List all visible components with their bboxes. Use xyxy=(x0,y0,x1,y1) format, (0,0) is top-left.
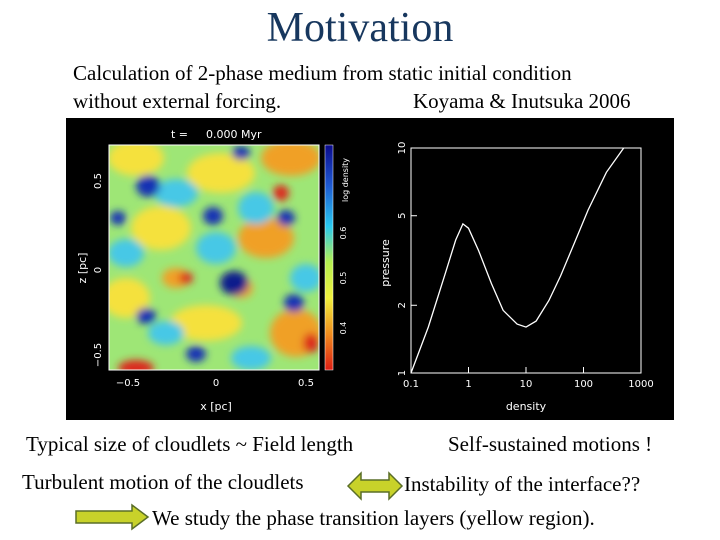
simulation-figure: t = 0.000 Myr xyxy=(66,118,674,420)
colorbar-tick-label: 0.6 xyxy=(339,227,348,240)
map-ytick-label: 0.5 xyxy=(93,173,104,189)
equilibrium-curve xyxy=(410,147,625,374)
map-xtick-label: 0.5 xyxy=(298,378,314,389)
slide-title: Motivation xyxy=(266,5,454,51)
plot-ytick-label: 2 xyxy=(397,302,408,308)
right-arrow-icon xyxy=(75,503,150,531)
intro-line-1: Calculation of 2-phase medium from stati… xyxy=(73,61,572,85)
map-xlabel: x [pc] xyxy=(200,400,232,413)
interface-instability-note: Instability of the interface?? xyxy=(404,472,641,496)
plot-xtick-label: 100 xyxy=(574,379,593,390)
self-sustained-note: Self-sustained motions ! xyxy=(448,432,653,456)
phase-diagram-frame xyxy=(410,147,642,374)
plot-ytick-label: 5 xyxy=(397,213,408,219)
plot-ylabel: pressure xyxy=(379,239,392,287)
time-label: t = xyxy=(171,128,188,141)
colorbar xyxy=(324,144,334,371)
map-ylabel: z [pc] xyxy=(76,253,89,284)
colorbar-tick-label: 0.5 xyxy=(339,272,348,285)
colorbar-label: log density xyxy=(341,158,350,202)
phase-diagram: 0.1 1 10 100 1000 10 5 2 1 xyxy=(397,142,654,390)
simulation-figure-svg: t = 0.000 Myr xyxy=(76,128,654,413)
plot-ytick-label: 10 xyxy=(397,142,408,155)
plot-xtick-label: 1 xyxy=(465,379,471,390)
citation: Koyama & Inutsuka 2006 xyxy=(413,89,631,113)
map-xtick-label: −0.5 xyxy=(116,378,140,389)
time-value: 0.000 Myr xyxy=(206,128,262,141)
map-xtick-label: 0 xyxy=(213,378,219,389)
map-ytick-label: −0.5 xyxy=(93,343,104,367)
double-arrow-icon xyxy=(346,471,404,501)
plot-ytick-label: 1 xyxy=(397,370,408,376)
density-map xyxy=(109,145,319,370)
turbulent-motion-note: Turbulent motion of the cloudlets xyxy=(22,470,304,494)
plot-xlabel: density xyxy=(506,400,547,413)
intro-line-2: without external forcing. xyxy=(73,89,282,113)
plot-xtick-label: 1000 xyxy=(628,379,653,390)
plot-xtick-label: 0.1 xyxy=(403,379,419,390)
map-ytick-label: 0 xyxy=(93,267,104,273)
cloudlet-size-note: Typical size of cloudlets ~ Field length xyxy=(26,432,354,456)
plot-xtick-label: 10 xyxy=(520,379,533,390)
colorbar-tick-label: 0.4 xyxy=(339,322,348,335)
study-statement: We study the phase transition layers (ye… xyxy=(152,506,595,530)
